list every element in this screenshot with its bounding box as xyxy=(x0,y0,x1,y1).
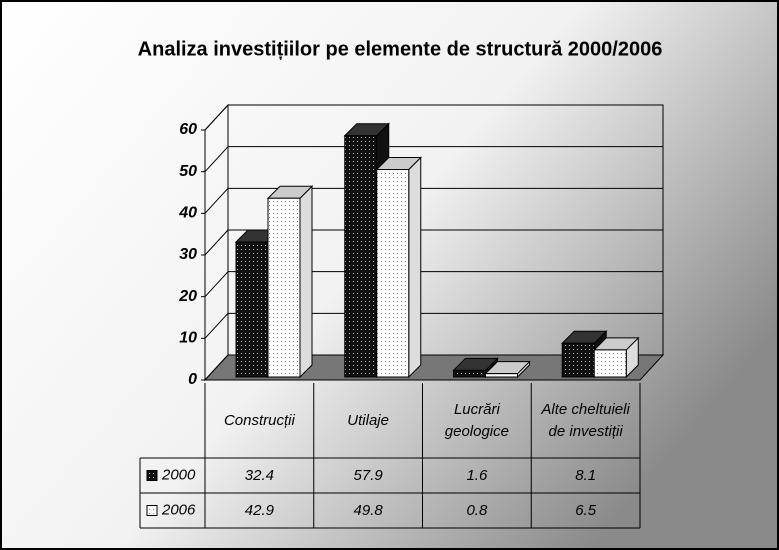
table-value-box: 1.6 xyxy=(466,466,488,484)
category-label-box: Alte cheltuieli de investiții xyxy=(541,400,630,440)
y-tick-label: 20 xyxy=(178,288,197,305)
table-value: 1.6 xyxy=(466,466,488,484)
legend-marker xyxy=(146,470,158,481)
table-value-box: 8.1 xyxy=(575,466,597,484)
table-value-box: 42.9 xyxy=(244,501,274,519)
bar xyxy=(375,156,422,379)
bar-front xyxy=(344,135,378,378)
bar-front xyxy=(376,169,410,378)
category-label-box: Utilaje xyxy=(347,411,389,429)
bar-side xyxy=(408,156,422,379)
bar-front xyxy=(267,197,301,378)
y-tick-label: 10 xyxy=(179,330,197,347)
y-tick-label: 40 xyxy=(178,205,197,222)
table-value: 6.5 xyxy=(575,501,597,519)
legend-marker xyxy=(146,505,158,516)
bar-front xyxy=(561,342,595,378)
y-tick-label: 50 xyxy=(179,163,197,180)
category-label: Utilaje xyxy=(347,411,389,429)
table-value: 49.8 xyxy=(353,501,383,519)
table-value-box: 49.8 xyxy=(353,501,383,519)
grid-line xyxy=(204,187,229,214)
chart-title: Analiza investițiilor pe elemente de str… xyxy=(138,38,663,60)
category-label-box: Construcții xyxy=(223,411,295,429)
table-value: 8.1 xyxy=(575,466,597,484)
category-label: Lucrări geologice xyxy=(444,400,509,440)
table-value: 0.8 xyxy=(466,501,488,519)
table-value-box: 0.8 xyxy=(466,501,488,519)
grid-line xyxy=(204,229,229,256)
bar-front xyxy=(485,373,518,378)
bar-side xyxy=(299,185,313,379)
y-tick-label: 0 xyxy=(188,371,197,388)
bar-front xyxy=(235,241,269,378)
table-value-box: 57.9 xyxy=(353,466,383,484)
grid-line xyxy=(204,104,229,131)
bar-front xyxy=(453,369,486,378)
bar xyxy=(266,185,314,379)
legend-label: 2000 xyxy=(161,466,196,483)
floor xyxy=(203,354,665,381)
grid-line xyxy=(204,271,229,298)
bar xyxy=(484,360,531,379)
table-value-box: 32.4 xyxy=(244,466,274,484)
table-value: 57.9 xyxy=(353,466,383,484)
table-value-box: 6.5 xyxy=(575,501,597,519)
category-label-box: Lucrări geologice xyxy=(444,400,509,440)
table-value: 42.9 xyxy=(244,501,274,519)
table-value: 32.4 xyxy=(244,466,274,484)
category-label: Construcții xyxy=(223,411,295,429)
grid-line xyxy=(204,312,229,339)
grid-line xyxy=(204,146,229,173)
y-tick-label: 30 xyxy=(179,246,197,263)
category-label: Alte cheltuieli de investiții xyxy=(541,400,630,440)
legend-label: 2006 xyxy=(161,501,196,518)
bar xyxy=(593,336,640,379)
bar-front xyxy=(593,349,627,378)
y-tick-label: 60 xyxy=(179,121,197,138)
